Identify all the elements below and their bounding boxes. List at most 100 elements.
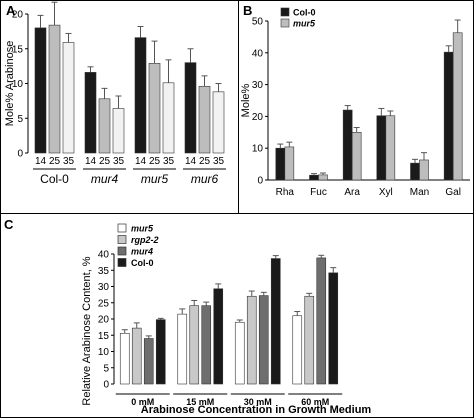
panel-b-bar: [275, 147, 286, 181]
panel-a-bar: [148, 63, 161, 154]
panel-b-bar: [309, 174, 319, 181]
panel-a-bar: [184, 62, 197, 154]
panel-c-y-tick-label: 0: [103, 380, 109, 391]
panel-b-bar: [419, 159, 429, 181]
panel-a-sub-tick-label: 35: [163, 156, 175, 167]
panel-a-sub-tick-label: 25: [199, 156, 211, 167]
panel-c-bar: [143, 338, 154, 385]
panel-c-bar: [246, 295, 257, 385]
panel-c-bar: [189, 305, 200, 385]
panel-b-bar: [410, 162, 420, 181]
panel-c-letter: C: [4, 217, 14, 232]
panel-a-y-tick-label: 0: [17, 149, 23, 160]
panel-c-bar: [258, 295, 269, 385]
panel-b-bar: [342, 109, 353, 181]
panel-a-sub-tick-label: 25: [99, 156, 111, 167]
panel-c-y-tick-label: 10: [98, 347, 110, 358]
panel-b-legend-label: Col-0: [293, 8, 316, 18]
panel-a-bar: [112, 108, 125, 154]
panel-b-bar: [351, 132, 362, 181]
panel-c-legend-label: mur4: [131, 247, 153, 257]
panel-c-legend-swatch: [117, 258, 127, 267]
panel-c-legend-swatch: [117, 223, 127, 233]
panel-a-sub-tick-label: 25: [49, 156, 61, 167]
panel-b-bar: [452, 32, 463, 181]
panel-c-legend-swatch: [117, 235, 127, 244]
panel-a-sub-tick-label: 25: [149, 156, 161, 167]
panel-a-y-tick-label: 20: [12, 10, 24, 21]
panel-b-x-tick-label: Ara: [344, 187, 360, 198]
panel-b-x-tick-label: Gal: [445, 187, 461, 198]
panel-a-bar: [84, 72, 97, 154]
panel-b-y-axis-title: Mole%: [240, 83, 252, 117]
panel-a-y-tick-label: 5: [17, 114, 23, 125]
panel-c-bar: [201, 305, 212, 385]
panel-a-sub-tick-label: 35: [213, 156, 225, 167]
panel-a-sub-tick-label: 14: [35, 156, 47, 167]
panel-b-x-tick-label: Man: [410, 187, 429, 198]
panel-c-bar: [155, 319, 166, 385]
panel-a-bar: [212, 91, 225, 154]
panel-b-bar: [443, 51, 454, 181]
panel-b-bar: [376, 115, 387, 181]
panel-b-bar: [284, 146, 295, 181]
panel-b-x-tick-label: Fuc: [310, 187, 327, 198]
panel-c-y-tick-label: 30: [98, 282, 110, 293]
panel-c-bar: [328, 272, 339, 385]
panel-a-bar: [34, 27, 47, 154]
panel-a-sub-tick-label: 35: [63, 156, 75, 167]
panel-b-frame: [238, 0, 474, 214]
panel-c-legend-swatch: [117, 246, 127, 256]
panel-b-x-tick-label: Xyl: [379, 187, 393, 198]
panel-a-group-label: mur4: [91, 172, 119, 186]
panel-c-legend-label: rgp2-2: [131, 235, 159, 245]
panel-b-letter: B: [243, 3, 252, 18]
panel-b-y-tick-label: 0: [257, 176, 263, 187]
panel-a-sub-tick-label: 14: [85, 156, 97, 167]
panel-c-bar: [131, 327, 142, 385]
panel-b-legend-label: mur5: [293, 19, 316, 29]
panel-c-x-tick-label: 30 mM: [244, 397, 272, 407]
panel-b: B 0 10 20 30 40 50 Mole% Rha Fuc Ara Xyl Man Gal Col-0…: [240, 3, 470, 198]
panel-c-bar: [213, 288, 224, 385]
panel-c-bar: [304, 295, 315, 385]
panel-a-sub-tick-label: 14: [185, 156, 197, 167]
panel-a-sub-tick-label: 14: [135, 156, 147, 167]
panel-c-y-tick-label: 5: [103, 363, 109, 374]
panel-a-y-tick-label: 15: [12, 44, 24, 55]
panel-c: C 0 5 10 15 20 25 30 35 40 Relative Arabinose Cont…: [4, 217, 371, 416]
panel-b-y-tick-label: 30: [252, 80, 264, 91]
panel-c-y-tick-label: 15: [98, 331, 110, 342]
panel-c-x-tick-label: 15 mM: [186, 397, 214, 407]
panel-a-bar: [162, 82, 175, 154]
panel-c-frame: [0, 213, 474, 418]
panel-c-x-tick-label: 0 mM: [131, 397, 154, 407]
panel-b-legend-swatch: [280, 18, 290, 28]
panel-c-y-tick-label: 20: [98, 315, 110, 326]
panel-c-bar: [270, 258, 281, 385]
panel-c-x-tick-label: 60 mM: [301, 397, 329, 407]
panel-c-y-axis-title: Relative Arabinose Content, %: [81, 256, 93, 405]
panel-a-sub-tick-label: 35: [113, 156, 125, 167]
panel-b-bar: [318, 174, 328, 181]
panel-b-y-tick-label: 40: [252, 48, 264, 59]
panel-a-group-label: Col-0: [40, 172, 69, 186]
panel-c-bar: [234, 321, 245, 385]
panel-a-bar: [98, 98, 111, 154]
panel-c-x-axis-title: Arabinose Concentration in Growth Medium: [141, 404, 372, 416]
panel-a-y-tick-label: 10: [12, 79, 24, 90]
panel-a-letter: A: [6, 3, 16, 18]
panel-a-group-label: mur5: [141, 172, 169, 186]
panel-b-y-tick-label: 20: [252, 112, 264, 123]
panel-b-x-tick-label: Rha: [276, 187, 295, 198]
panel-c-bar: [316, 257, 327, 385]
panel-a-bar: [198, 85, 211, 154]
panel-b-legend-swatch: [280, 7, 290, 17]
panel-b-y-tick-label: 50: [252, 17, 264, 28]
panel-a-bar: [62, 42, 75, 154]
panel-a-group-label: mur6: [191, 172, 219, 186]
panel-a-y-axis-title: Mole% Arabinose: [4, 41, 16, 127]
panel-a-bar: [134, 37, 147, 154]
panel-c-legend-label: mur5: [131, 224, 154, 234]
panel-a-bar: [48, 24, 61, 154]
